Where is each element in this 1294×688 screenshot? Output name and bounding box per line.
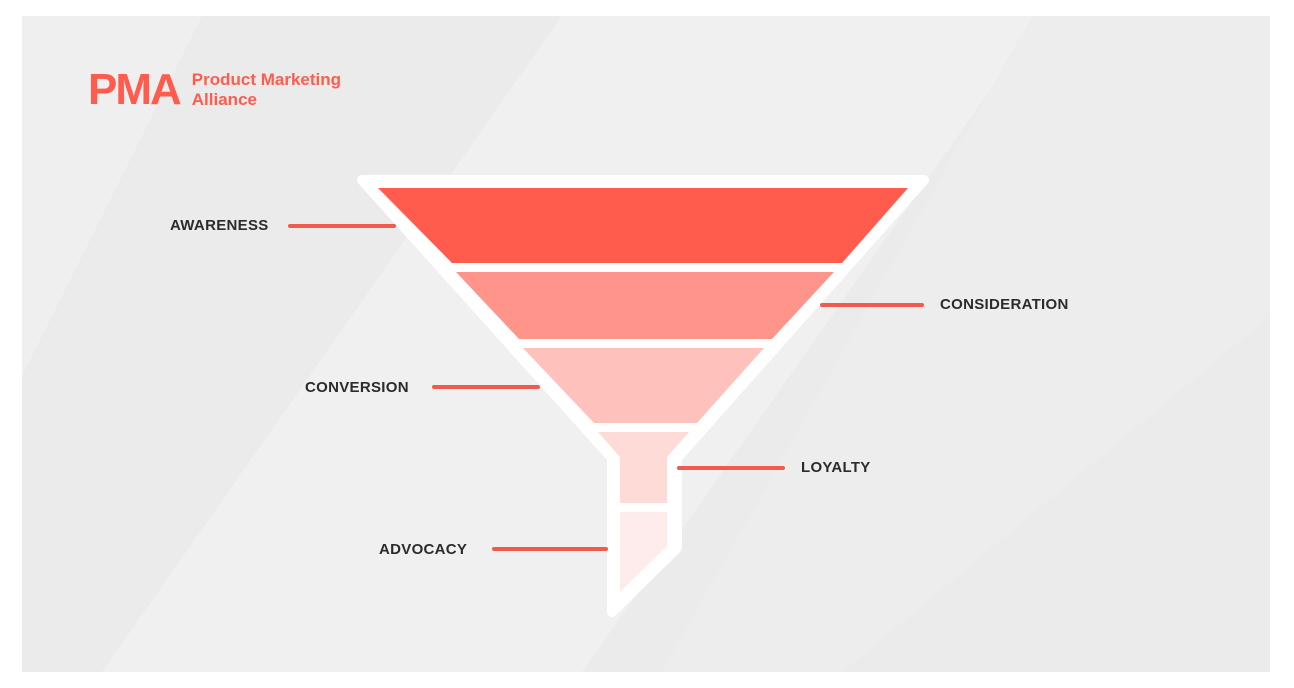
leader-line-advocacy (492, 547, 608, 551)
leader-line-consideration (820, 303, 924, 307)
logo-wordmark: Product Marketing Alliance (192, 70, 341, 110)
funnel-band-advocacy (620, 512, 667, 592)
label-loyalty: LOYALTY (801, 459, 871, 476)
leader-line-awareness (288, 224, 396, 228)
label-awareness: AWARENESS (170, 217, 269, 234)
logo-line-1: Product Marketing (191, 70, 342, 89)
label-consideration: CONSIDERATION (940, 296, 1069, 313)
logo-mark: PMA (88, 65, 182, 114)
logo-line-2: Alliance (191, 90, 257, 109)
leader-line-loyalty (677, 466, 785, 470)
funnel-band-consideration (456, 272, 834, 339)
funnel-band-loyalty (598, 432, 689, 503)
leader-line-conversion (432, 385, 540, 389)
label-conversion: CONVERSION (305, 379, 409, 396)
pma-logo: PMA Product Marketing Alliance (88, 68, 341, 112)
funnel-band-conversion (523, 348, 764, 423)
funnel-band-awareness (378, 188, 908, 263)
label-advocacy: ADVOCACY (379, 541, 468, 558)
